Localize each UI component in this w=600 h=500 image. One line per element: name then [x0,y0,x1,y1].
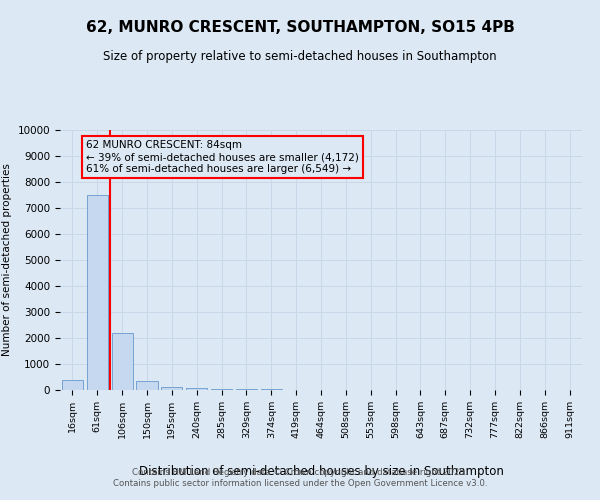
Bar [236,389,257,390]
Bar [62,380,83,390]
Bar [211,388,232,390]
Text: Contains HM Land Registry data © Crown copyright and database right 2025.
Contai: Contains HM Land Registry data © Crown c… [113,468,487,487]
Bar [87,195,108,390]
Bar [161,386,182,390]
Bar [186,388,207,390]
Text: Distribution of semi-detached houses by size in Southampton: Distribution of semi-detached houses by … [139,465,503,478]
Bar [136,381,158,390]
Text: 62, MUNRO CRESCENT, SOUTHAMPTON, SO15 4PB: 62, MUNRO CRESCENT, SOUTHAMPTON, SO15 4P… [86,20,514,35]
Text: Size of property relative to semi-detached houses in Southampton: Size of property relative to semi-detach… [103,50,497,63]
Y-axis label: Number of semi-detached properties: Number of semi-detached properties [2,164,12,356]
Text: 62 MUNRO CRESCENT: 84sqm
← 39% of semi-detached houses are smaller (4,172)
61% o: 62 MUNRO CRESCENT: 84sqm ← 39% of semi-d… [86,140,359,173]
Bar [112,333,133,390]
